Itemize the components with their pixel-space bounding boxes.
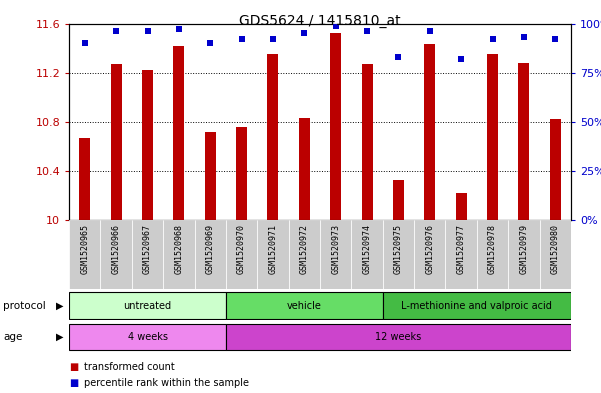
Text: protocol: protocol bbox=[3, 301, 46, 310]
Bar bbox=[100, 220, 132, 289]
Bar bbox=[393, 180, 404, 220]
Text: GSM1520970: GSM1520970 bbox=[237, 224, 246, 274]
Bar bbox=[69, 324, 226, 350]
Bar bbox=[236, 127, 247, 220]
Text: GSM1520967: GSM1520967 bbox=[143, 224, 152, 274]
Bar bbox=[414, 220, 445, 289]
Bar bbox=[424, 44, 435, 220]
Bar bbox=[69, 220, 100, 289]
Bar bbox=[142, 70, 153, 220]
Point bbox=[425, 28, 435, 35]
Bar bbox=[226, 292, 383, 319]
Point bbox=[111, 28, 121, 35]
Point bbox=[299, 30, 309, 37]
Point bbox=[519, 34, 529, 40]
Point bbox=[237, 36, 246, 42]
Bar bbox=[111, 64, 121, 220]
Text: GSM1520965: GSM1520965 bbox=[81, 224, 90, 274]
Point bbox=[80, 40, 90, 46]
Bar bbox=[320, 220, 352, 289]
Bar bbox=[383, 292, 571, 319]
Text: 12 weeks: 12 weeks bbox=[375, 332, 421, 342]
Point bbox=[488, 36, 498, 42]
Bar bbox=[79, 138, 90, 220]
Bar bbox=[550, 119, 561, 220]
Point bbox=[174, 26, 184, 33]
Point bbox=[394, 54, 403, 60]
Bar bbox=[456, 193, 466, 220]
Text: GSM1520976: GSM1520976 bbox=[426, 224, 435, 274]
Text: GSM1520969: GSM1520969 bbox=[206, 224, 215, 274]
Text: GSM1520971: GSM1520971 bbox=[269, 224, 278, 274]
Point bbox=[268, 36, 278, 42]
Bar bbox=[288, 220, 320, 289]
Bar bbox=[445, 220, 477, 289]
Point bbox=[551, 36, 560, 42]
Bar bbox=[257, 220, 288, 289]
Point bbox=[456, 56, 466, 62]
Bar bbox=[226, 220, 257, 289]
Bar bbox=[205, 132, 216, 220]
Bar bbox=[519, 63, 529, 220]
Text: GSM1520972: GSM1520972 bbox=[300, 224, 309, 274]
Bar bbox=[163, 220, 195, 289]
Bar bbox=[330, 33, 341, 220]
Bar bbox=[487, 54, 498, 220]
Bar bbox=[362, 64, 373, 220]
Text: GSM1520977: GSM1520977 bbox=[457, 224, 466, 274]
Text: GSM1520980: GSM1520980 bbox=[551, 224, 560, 274]
Text: untreated: untreated bbox=[123, 301, 172, 310]
Point bbox=[362, 28, 372, 35]
Bar bbox=[508, 220, 540, 289]
Text: vehicle: vehicle bbox=[287, 301, 322, 310]
Text: ■: ■ bbox=[69, 378, 78, 388]
Text: GSM1520978: GSM1520978 bbox=[488, 224, 497, 274]
Bar bbox=[226, 324, 571, 350]
Text: 4 weeks: 4 weeks bbox=[127, 332, 168, 342]
Bar bbox=[540, 220, 571, 289]
Text: GDS5624 / 1415810_at: GDS5624 / 1415810_at bbox=[239, 14, 401, 28]
Point bbox=[206, 40, 215, 46]
Bar bbox=[174, 46, 185, 220]
Bar bbox=[383, 220, 414, 289]
Text: transformed count: transformed count bbox=[84, 362, 175, 373]
Text: ▶: ▶ bbox=[56, 332, 63, 342]
Text: ▶: ▶ bbox=[56, 301, 63, 310]
Text: GSM1520975: GSM1520975 bbox=[394, 224, 403, 274]
Bar bbox=[299, 118, 310, 220]
Bar bbox=[69, 292, 226, 319]
Text: GSM1520979: GSM1520979 bbox=[519, 224, 528, 274]
Text: age: age bbox=[3, 332, 22, 342]
Text: ■: ■ bbox=[69, 362, 78, 373]
Bar bbox=[477, 220, 508, 289]
Bar bbox=[132, 220, 163, 289]
Text: GSM1520968: GSM1520968 bbox=[174, 224, 183, 274]
Point bbox=[331, 22, 341, 29]
Text: GSM1520973: GSM1520973 bbox=[331, 224, 340, 274]
Bar bbox=[267, 54, 278, 220]
Bar bbox=[352, 220, 383, 289]
Text: GSM1520966: GSM1520966 bbox=[112, 224, 121, 274]
Bar bbox=[195, 220, 226, 289]
Text: GSM1520974: GSM1520974 bbox=[362, 224, 371, 274]
Point bbox=[142, 28, 152, 35]
Text: percentile rank within the sample: percentile rank within the sample bbox=[84, 378, 249, 388]
Text: L-methionine and valproic acid: L-methionine and valproic acid bbox=[401, 301, 552, 310]
